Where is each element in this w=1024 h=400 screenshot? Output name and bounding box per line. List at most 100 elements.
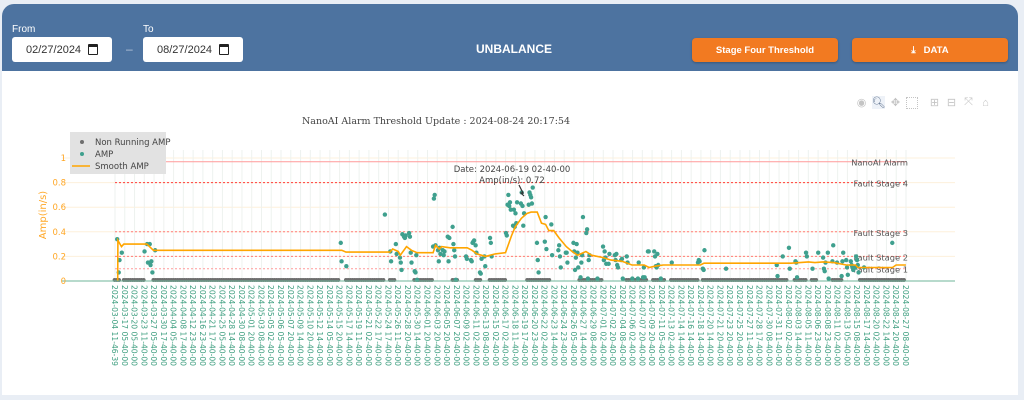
amp-point[interactable] — [840, 259, 845, 264]
amp-point[interactable] — [606, 261, 611, 266]
amp-point[interactable] — [150, 270, 155, 275]
amp-point[interactable] — [536, 270, 541, 275]
amp-point[interactable] — [652, 249, 657, 254]
amp-point[interactable] — [641, 265, 647, 270]
amp-point[interactable] — [436, 259, 441, 264]
amp-point[interactable] — [507, 200, 513, 205]
amp-point[interactable] — [669, 260, 674, 265]
calendar-icon[interactable] — [219, 44, 230, 55]
amp-point[interactable] — [506, 192, 511, 198]
amp-point[interactable] — [620, 276, 625, 281]
amp-point[interactable] — [528, 195, 534, 200]
amp-point[interactable] — [844, 265, 850, 270]
amp-point[interactable] — [344, 264, 349, 269]
amp-point[interactable] — [574, 241, 579, 247]
amp-point[interactable] — [584, 230, 589, 236]
amp-point[interactable] — [478, 271, 483, 276]
amp-point[interactable] — [394, 251, 399, 257]
amp-point[interactable] — [148, 262, 153, 268]
amp-point[interactable] — [655, 251, 660, 257]
amp-point[interactable] — [853, 254, 859, 259]
amp-point[interactable] — [521, 223, 526, 228]
amp-point[interactable] — [635, 276, 641, 281]
from-date-input[interactable]: 02/27/2024 — [12, 37, 112, 62]
amp-point[interactable] — [469, 259, 474, 264]
amp-point[interactable] — [149, 259, 154, 264]
amp-point[interactable] — [556, 248, 561, 253]
amp-point[interactable] — [397, 255, 403, 260]
calendar-icon[interactable] — [88, 44, 99, 55]
amp-point[interactable] — [697, 259, 702, 264]
amp-point[interactable] — [119, 250, 125, 255]
amp-point[interactable] — [413, 270, 418, 275]
amp-point[interactable] — [600, 244, 606, 249]
amp-point[interactable] — [479, 256, 484, 262]
amp-point[interactable] — [447, 235, 452, 241]
amp-point[interactable] — [831, 243, 836, 248]
amp-point[interactable] — [624, 254, 629, 259]
amp-point[interactable] — [619, 256, 625, 262]
amp-point[interactable] — [557, 254, 563, 259]
amp-point[interactable] — [595, 276, 600, 281]
amp-point[interactable] — [586, 257, 591, 263]
amp-point[interactable] — [816, 250, 821, 255]
amp-point[interactable] — [826, 276, 831, 281]
amp-point[interactable] — [339, 259, 344, 264]
amp-point[interactable] — [822, 268, 827, 274]
amp-point[interactable] — [558, 265, 563, 270]
amp-point[interactable] — [607, 251, 612, 257]
amp-point[interactable] — [890, 240, 895, 246]
home-icon[interactable]: ⌂ — [982, 96, 989, 109]
amp-point[interactable] — [841, 250, 846, 255]
amp-point[interactable] — [549, 252, 555, 258]
amp-point[interactable] — [432, 192, 437, 198]
amp-point[interactable] — [511, 207, 517, 212]
amp-point[interactable] — [564, 250, 569, 255]
legend-smooth-label[interactable]: Smooth AMP — [95, 162, 149, 172]
amp-point[interactable] — [572, 267, 578, 273]
amp-point[interactable] — [508, 207, 513, 212]
amp-point[interactable] — [446, 259, 451, 264]
amp-point[interactable] — [543, 214, 548, 220]
amp-point[interactable] — [464, 256, 470, 262]
autoscale-icon[interactable]: ⤧ — [964, 96, 973, 108]
amp-point[interactable] — [839, 273, 844, 279]
amp-point[interactable] — [388, 259, 394, 264]
amp-point[interactable] — [646, 249, 651, 254]
amp-point[interactable] — [406, 230, 412, 236]
amp-point[interactable] — [338, 240, 343, 246]
amp-point[interactable] — [701, 267, 706, 273]
amp-point[interactable] — [630, 276, 635, 281]
amp-point[interactable] — [520, 203, 525, 209]
amp-point[interactable] — [579, 260, 584, 265]
amp-point[interactable] — [409, 260, 414, 265]
amp-point[interactable] — [775, 273, 780, 279]
amp-point[interactable] — [794, 275, 800, 280]
amp-point[interactable] — [487, 235, 493, 241]
amp-point[interactable] — [513, 211, 518, 216]
amp-point[interactable] — [542, 239, 548, 244]
amp-point[interactable] — [514, 200, 520, 205]
amp-point[interactable] — [820, 255, 826, 260]
amp-point[interactable] — [408, 250, 413, 255]
pan-icon[interactable]: ✥ — [890, 97, 901, 109]
amp-point[interactable] — [614, 251, 619, 257]
amp-point[interactable] — [642, 275, 647, 280]
amp-point[interactable] — [580, 214, 586, 220]
zoom-icon[interactable]: 🔍︎ — [871, 96, 886, 109]
amp-point[interactable] — [584, 227, 590, 232]
amp-point[interactable] — [803, 250, 809, 255]
amp-point[interactable] — [414, 252, 419, 258]
amp-point[interactable] — [636, 260, 641, 265]
amp-point[interactable] — [473, 243, 478, 248]
zoom-in-icon[interactable]: ⊞ — [929, 97, 940, 109]
amp-point[interactable] — [602, 249, 607, 254]
amp-point[interactable] — [442, 249, 447, 254]
download-data-button[interactable]: ⤓ DATA — [852, 38, 1008, 62]
legend-amp-label[interactable]: AMP — [95, 150, 113, 160]
stage-four-threshold-button[interactable]: Stage Four Threshold — [692, 38, 838, 62]
camera-icon[interactable]: ◉ — [856, 97, 867, 109]
amp-point[interactable] — [431, 196, 437, 201]
amp-point[interactable] — [854, 257, 860, 263]
